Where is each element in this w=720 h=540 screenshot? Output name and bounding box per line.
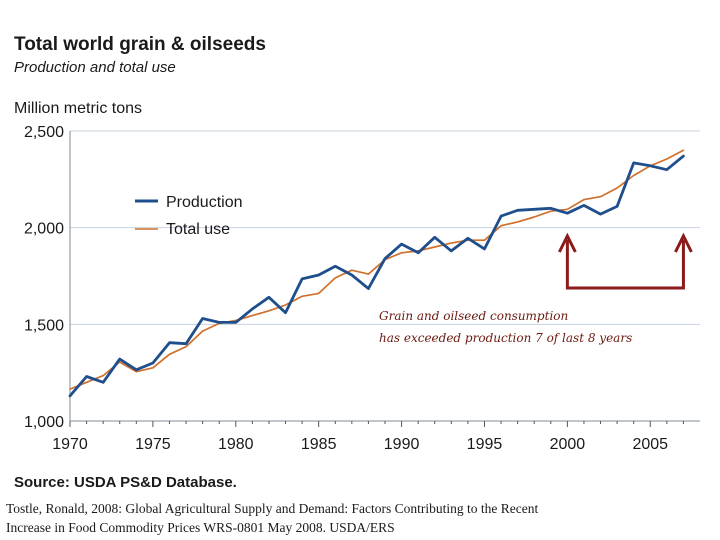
annotation-bracket bbox=[565, 240, 685, 290]
annotation-line-1: Grain and oilseed consumption bbox=[379, 309, 568, 323]
data-series bbox=[68, 149, 685, 398]
x-tick-label: 1985 bbox=[301, 436, 337, 453]
citation-line-1: Tostle, Ronald, 2008: Global Agricultura… bbox=[6, 501, 538, 516]
x-tick-label: 2000 bbox=[550, 436, 586, 453]
legend-production-label: Production bbox=[166, 194, 243, 211]
y-tick-label: 1,500 bbox=[24, 317, 64, 334]
x-tick-label: 2005 bbox=[632, 436, 668, 453]
series-line-total-use bbox=[69, 149, 685, 390]
y-tick-label: 1,000 bbox=[24, 414, 64, 431]
y-tick-labels: 1,000 1,500 2,000 2,500 bbox=[24, 124, 64, 431]
y-tick-label: 2,500 bbox=[24, 124, 64, 141]
legend-total-use-label: Total use bbox=[166, 221, 230, 238]
x-tick-label: 1995 bbox=[467, 436, 503, 453]
annotation-arrowhead-2 bbox=[674, 232, 693, 253]
series-line-production bbox=[68, 154, 685, 398]
citation-line-2: Increase in Food Commodity Prices WRS-08… bbox=[6, 520, 395, 535]
annotation: Grain and oilseed consumption has exceed… bbox=[379, 232, 693, 345]
x-tick-label: 1975 bbox=[135, 436, 171, 453]
annotation-line-2: has exceeded production 7 of last 8 year… bbox=[379, 331, 632, 345]
annotation-arrowhead-1 bbox=[558, 232, 577, 253]
x-tick-labels: 1970 1975 1980 1985 1990 1995 2000 2005 bbox=[52, 436, 668, 453]
chart-title: Total world grain & oilseeds bbox=[14, 34, 266, 55]
gridlines bbox=[70, 130, 700, 422]
x-tick-label: 1980 bbox=[218, 436, 254, 453]
x-tick-label: 1970 bbox=[52, 436, 88, 453]
chart-source: Source: USDA PS&D Database. bbox=[14, 474, 237, 491]
y-tick-label: 2,000 bbox=[24, 221, 64, 238]
x-tick-label: 1990 bbox=[384, 436, 420, 453]
chart-subtitle: Production and total use bbox=[14, 59, 176, 76]
axes bbox=[69, 131, 684, 427]
legend: Production Total use bbox=[135, 194, 243, 238]
y-axis-label: Million metric tons bbox=[14, 100, 142, 117]
